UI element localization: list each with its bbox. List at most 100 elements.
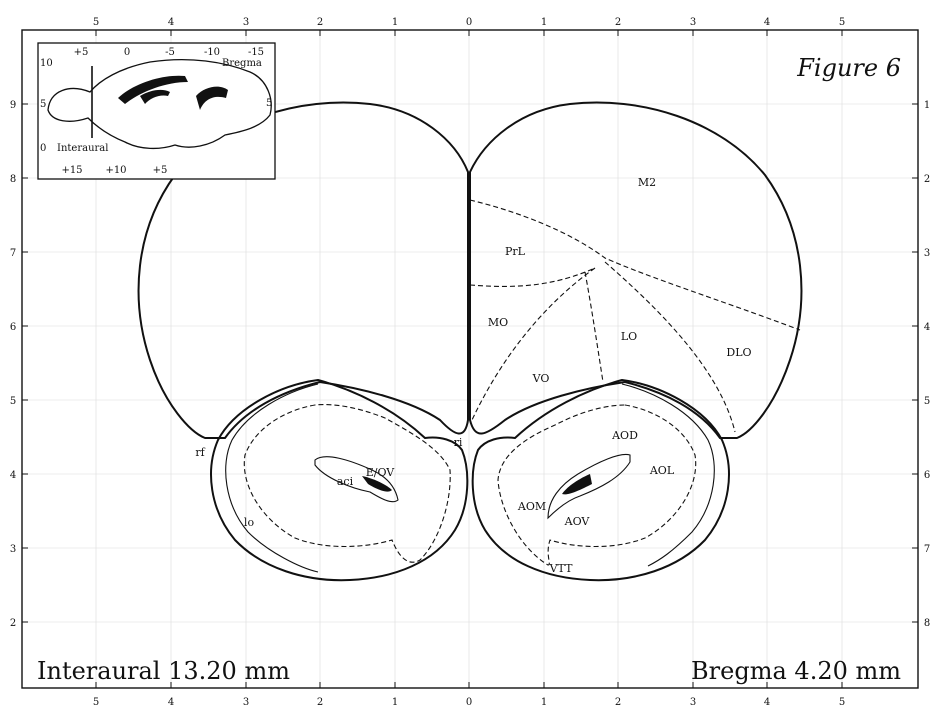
inset-brain-outline: [47, 58, 272, 150]
label-m2: M2: [638, 176, 656, 189]
bottom-tick: 3: [690, 697, 696, 708]
left-tick: 4: [10, 470, 16, 481]
bottom-tick: 5: [839, 697, 845, 708]
top-tick: 3: [690, 17, 696, 28]
inset-white-matter-2: [196, 86, 228, 110]
right-subependymal-band: [562, 474, 592, 495]
right-tick: 2: [924, 174, 930, 185]
right-tick: 5: [924, 396, 930, 407]
right-tick: 7: [924, 544, 930, 555]
label-lo: LO: [621, 330, 637, 343]
top-tick: 3: [243, 17, 249, 28]
bottom-tick: 1: [392, 697, 398, 708]
label-prl: PrL: [505, 245, 526, 258]
right-bulb-inner-line: [621, 383, 715, 567]
inset-top-tick: +5: [74, 47, 89, 58]
top-tick: 2: [317, 17, 323, 28]
label-dlo: DLO: [726, 346, 751, 359]
region-labels: M2 PrL MO LO VO DLO AOD AOL AOM AOV E/OV…: [195, 176, 751, 575]
border-prl-mo: [469, 267, 596, 287]
bottom-tick: 4: [168, 697, 174, 708]
top-tick: 1: [392, 17, 398, 28]
border-lo-dlo: [604, 261, 736, 433]
left-olfactory-bulb-outline: [210, 379, 469, 582]
bottom-axis-labels: 5 4 3 2 1 0 1 2 3 4 5: [93, 697, 845, 708]
inset-bottom-tick: +15: [61, 165, 82, 176]
label-vtt: VTT: [549, 562, 573, 575]
inset-top-tick: -15: [248, 47, 264, 58]
right-tick: 8: [924, 618, 930, 629]
left-axis-labels: 9 8 7 6 5 4 3 2: [10, 100, 16, 629]
right-tick: 6: [924, 470, 930, 481]
label-lo-tract: lo: [244, 516, 255, 529]
left-ventricle-outline: [314, 456, 399, 503]
top-tick: 1: [541, 17, 547, 28]
label-aov: AOV: [564, 515, 591, 528]
label-eov: E/OV: [366, 466, 396, 479]
figure-title: Figure 6: [796, 54, 901, 82]
top-axis-labels: 5 4 3 2 1 0 1 2 3 4 5: [93, 17, 845, 28]
right-olfactory-bulb-outline: [471, 379, 730, 582]
bottom-tick: 2: [615, 697, 621, 708]
inset-white-matter-1: [118, 75, 188, 104]
right-ventricle-outline: [547, 453, 631, 520]
label-aod: AOD: [611, 429, 638, 442]
inset-white-matter-3: [140, 89, 170, 104]
border-m2-prl: [469, 199, 801, 331]
top-tick: 4: [764, 17, 770, 28]
top-tick: 0: [466, 17, 472, 28]
right-axis-labels: 1 2 3 4 5 6 7 8: [924, 100, 930, 629]
inset-bregma-label: Bregma: [222, 58, 262, 69]
inset-top-tick: -10: [204, 47, 220, 58]
border-mo-vo: [471, 267, 596, 421]
left-tick: 8: [10, 174, 16, 185]
left-subependymal-band: [362, 476, 392, 492]
bottom-tick: 4: [764, 697, 770, 708]
bottom-tick: 5: [93, 697, 99, 708]
top-tick: 2: [615, 17, 621, 28]
sagittal-inset: +5 0 -5 -10 -15 +15 +10 +5 10 5 0 5 Breg…: [37, 42, 276, 180]
right-tick: 3: [924, 248, 930, 259]
inset-top-tick: -5: [165, 47, 175, 58]
inset-interaural-label: Interaural: [57, 143, 108, 154]
interaural-coordinate: Interaural 13.20 mm: [37, 657, 290, 685]
right-hemisphere-outline: [469, 101, 803, 439]
bottom-tick: 1: [541, 697, 547, 708]
top-tick: 5: [839, 17, 845, 28]
border-vo-lo: [584, 271, 604, 383]
top-tick: 4: [168, 17, 174, 28]
right-tick: 1: [924, 100, 930, 111]
left-tick: 2: [10, 618, 16, 629]
label-rf: rf: [195, 446, 205, 459]
right-bulb-dashed-boundary: [497, 404, 697, 566]
left-hemisphere-outline: [137, 101, 469, 439]
left-bulb-inner-line: [225, 383, 319, 573]
left-bulb-dashed-boundary: [243, 404, 451, 563]
inset-bottom-tick: +10: [105, 165, 126, 176]
inset-bottom-tick: +5: [153, 165, 168, 176]
inset-right-tick: 5: [266, 98, 272, 109]
left-tick: 5: [10, 396, 16, 407]
top-tick: 5: [93, 17, 99, 28]
inset-top-tick: 0: [124, 47, 130, 58]
brain-section: [137, 101, 803, 582]
figure-frame: [21, 29, 919, 689]
bottom-tick: 3: [243, 697, 249, 708]
bregma-coordinate: Bregma 4.20 mm: [691, 657, 901, 685]
inset-left-tick: 5: [40, 99, 46, 110]
label-vo: VO: [532, 372, 550, 385]
inset-left-tick: 10: [40, 58, 53, 69]
left-tick: 9: [10, 100, 16, 111]
label-mo: MO: [488, 316, 508, 329]
bottom-tick: 0: [466, 697, 472, 708]
left-tick: 6: [10, 322, 16, 333]
label-aom: AOM: [517, 500, 546, 513]
right-tick: 4: [924, 322, 930, 333]
frame-tick-marks: [22, 30, 918, 688]
left-tick: 3: [10, 544, 16, 555]
inset-left-tick: 0: [40, 143, 46, 154]
bottom-tick: 2: [317, 697, 323, 708]
left-tick: 7: [10, 248, 16, 259]
label-aol: AOL: [649, 464, 675, 477]
